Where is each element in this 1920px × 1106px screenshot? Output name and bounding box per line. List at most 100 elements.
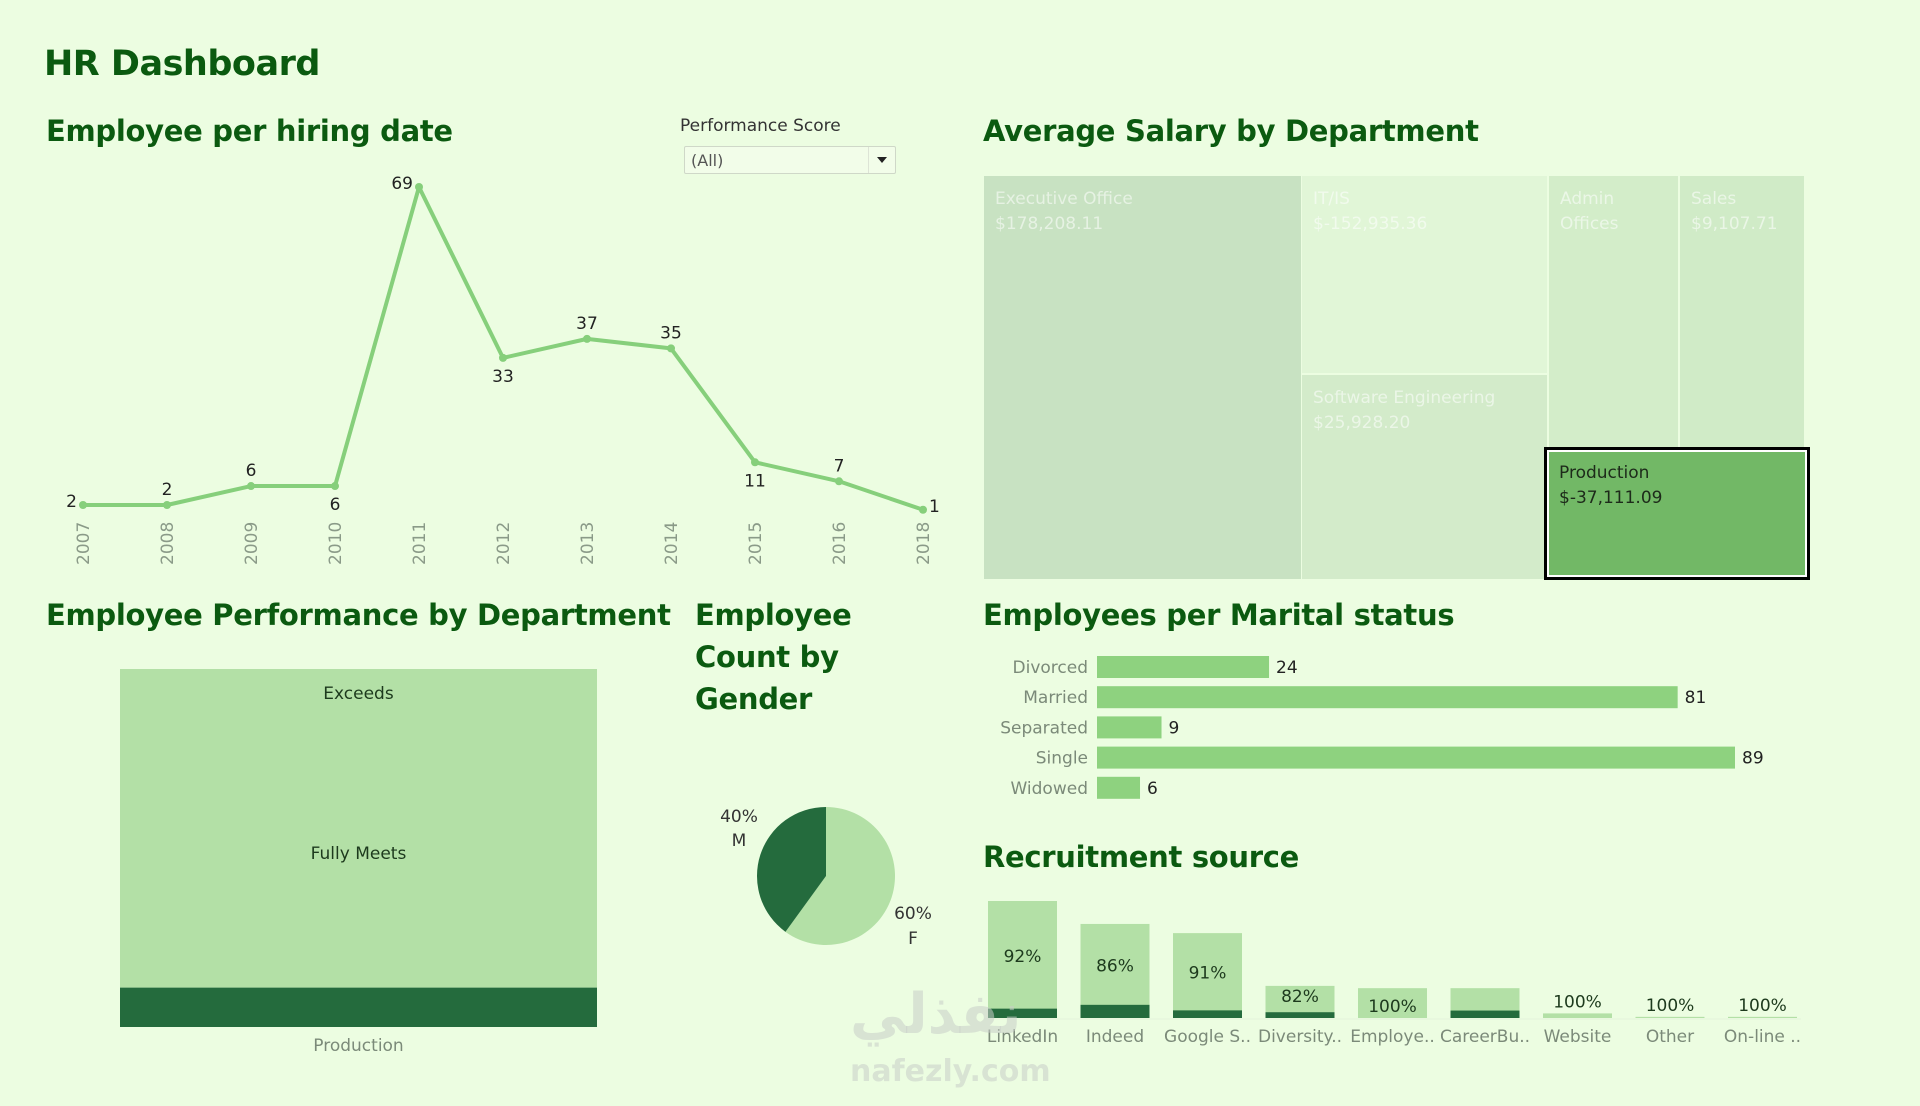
hiring-data-label: 35 bbox=[660, 323, 682, 343]
treemap-value: $-37,111.09 bbox=[1559, 488, 1662, 508]
hiring-point bbox=[583, 334, 591, 343]
recruitment-x-tick: On-line .. bbox=[1724, 1027, 1801, 1047]
hiring-x-tick: 2009 bbox=[242, 522, 262, 565]
treemap-label: Admin bbox=[1560, 189, 1614, 209]
performance-label-fully-meets: Fully Meets bbox=[311, 844, 407, 864]
salary-treemap: Executive Office $178,208.11 IT/IS $-152,93… bbox=[984, 176, 1810, 580]
marital-value-label: 9 bbox=[1169, 718, 1180, 738]
recruitment-bar-segment-dark bbox=[1450, 1010, 1520, 1018]
treemap-cell: Sales $9,107.71 bbox=[1680, 176, 1804, 452]
hiring-x-tick: 2011 bbox=[410, 522, 430, 565]
hiring-data-label: 7 bbox=[834, 456, 845, 476]
hiring-point bbox=[415, 183, 423, 192]
treemap-rect bbox=[1680, 176, 1804, 452]
hiring-line bbox=[83, 185, 924, 512]
treemap-rect bbox=[1549, 176, 1678, 452]
treemap-cell: Executive Office $178,208.11 bbox=[984, 176, 1301, 579]
recruitment-bar-segment bbox=[1358, 988, 1427, 1018]
dropdown-selected-value: (All) bbox=[691, 151, 724, 170]
pie-label-category: M bbox=[732, 831, 747, 851]
recruitment-bar-chart: 92% LinkedIn 86% Indeed 91% Google S.. 82% Dive… bbox=[984, 901, 1801, 1047]
treemap-rect bbox=[1549, 452, 1805, 575]
hiring-x-tick: 2012 bbox=[494, 522, 514, 565]
recruitment-bar-segment-dark bbox=[1265, 1012, 1335, 1018]
marital-chart-title: Employees per Marital status bbox=[983, 598, 1455, 632]
recruitment-percent-label: 92% bbox=[1004, 947, 1042, 967]
treemap-cell: IT/IS $-152,935.36 bbox=[1302, 176, 1547, 373]
recruitment-x-tick: Employe.. bbox=[1350, 1027, 1435, 1047]
performance-score-dropdown[interactable]: (All) bbox=[684, 146, 896, 174]
recruitment-chart-title: Recruitment source bbox=[983, 840, 1300, 874]
pie-label-percent: 40% bbox=[720, 807, 758, 827]
performance-chart-title: Employee Performance by Department bbox=[46, 598, 671, 632]
hiring-point bbox=[331, 482, 339, 491]
marital-category-label: Widowed bbox=[1010, 779, 1088, 799]
recruitment-x-tick: Website bbox=[1544, 1027, 1612, 1047]
marital-category-label: Divorced bbox=[1013, 658, 1089, 678]
recruitment-x-tick: Other bbox=[1646, 1027, 1694, 1047]
recruitment-x-tick: Google S.. bbox=[1164, 1027, 1251, 1047]
pie-label-percent: 60% bbox=[894, 904, 932, 924]
recruitment-bar-segment-dark bbox=[1080, 1004, 1150, 1018]
marital-value-label: 89 bbox=[1742, 749, 1764, 769]
hiring-point bbox=[751, 458, 759, 467]
performance-segment bbox=[120, 669, 597, 988]
hiring-data-label: 1 bbox=[929, 497, 940, 517]
hiring-data-label: 11 bbox=[744, 471, 766, 491]
recruitment-bar-segment bbox=[1635, 1016, 1705, 1018]
performance-score-filter-label: Performance Score bbox=[680, 116, 841, 136]
marital-value-label: 6 bbox=[1147, 779, 1158, 799]
gender-chart-title: Employee Count by Gender bbox=[695, 598, 852, 716]
recruitment-percent-label: 91% bbox=[1189, 964, 1227, 984]
recruitment-bar-segment bbox=[1173, 933, 1242, 1018]
hiring-x-tick: 2018 bbox=[914, 522, 934, 565]
recruitment-percent-label: 100% bbox=[1368, 997, 1417, 1017]
treemap-label: Sales bbox=[1691, 189, 1736, 209]
recruitment-bar-segment bbox=[1543, 1013, 1612, 1018]
treemap-cell: Software Engineering $25,928.20 bbox=[1302, 375, 1547, 579]
hiring-point bbox=[835, 477, 843, 486]
treemap-value: $178,208.11 bbox=[995, 214, 1103, 234]
recruitment-x-tick: CareerBu.. bbox=[1440, 1027, 1530, 1047]
marital-bar bbox=[1097, 716, 1162, 739]
treemap-value: $25,928.20 bbox=[1313, 413, 1410, 433]
recruitment-percent-label: 100% bbox=[1646, 996, 1695, 1016]
hiring-data-label: 2 bbox=[162, 480, 173, 500]
chevron-down-icon bbox=[877, 157, 887, 163]
hiring-data-label: 69 bbox=[391, 174, 413, 194]
pie-label-category: F bbox=[908, 929, 918, 949]
pie-slice-f bbox=[785, 807, 895, 945]
hiring-point bbox=[247, 482, 255, 491]
treemap-value: $9,107.71 bbox=[1691, 214, 1778, 234]
marital-category-label: Married bbox=[1023, 688, 1088, 708]
treemap-cell: Production $-37,111.09 bbox=[1544, 447, 1810, 580]
dropdown-toggle-button[interactable] bbox=[868, 147, 895, 173]
treemap-label: Production bbox=[1559, 463, 1649, 483]
marital-category-label: Single bbox=[1036, 749, 1088, 769]
marital-bar bbox=[1097, 746, 1735, 769]
hiring-chart-title: Employee per hiring date bbox=[46, 114, 453, 148]
hiring-data-label: 37 bbox=[576, 314, 598, 334]
recruitment-bar-segment bbox=[1080, 923, 1150, 1018]
recruitment-bar-segment bbox=[1728, 1016, 1797, 1018]
hiring-point bbox=[919, 505, 927, 514]
hiring-point bbox=[79, 501, 87, 510]
recruitment-percent-label: 82% bbox=[1281, 987, 1319, 1007]
gender-pie-chart: 60% F 40% M bbox=[720, 807, 932, 949]
hiring-data-label: 2 bbox=[66, 492, 77, 512]
recruitment-percent-label: 100% bbox=[1553, 992, 1602, 1012]
performance-x-tick: Production bbox=[313, 1036, 403, 1056]
performance-segment bbox=[120, 987, 597, 1027]
recruitment-x-tick: LinkedIn bbox=[987, 1027, 1058, 1047]
dashboard-title: HR Dashboard bbox=[44, 44, 320, 84]
recruitment-percent-label: 86% bbox=[1096, 956, 1134, 976]
hiring-x-tick: 2010 bbox=[326, 522, 346, 565]
salary-chart-title: Average Salary by Department bbox=[983, 114, 1479, 148]
marital-bar-chart: Divorced 24 Married 81 Separated 9 Single 89 Wid… bbox=[1000, 656, 1764, 799]
marital-bar bbox=[1097, 656, 1270, 678]
hiring-x-tick: 2008 bbox=[158, 522, 178, 565]
hiring-line-chart: 2 2007 2 2008 6 2009 6 2010 69 2011 33 2012 37 2013 35… bbox=[66, 174, 940, 565]
marital-bar bbox=[1097, 776, 1141, 799]
hiring-x-tick: 2013 bbox=[578, 522, 598, 565]
